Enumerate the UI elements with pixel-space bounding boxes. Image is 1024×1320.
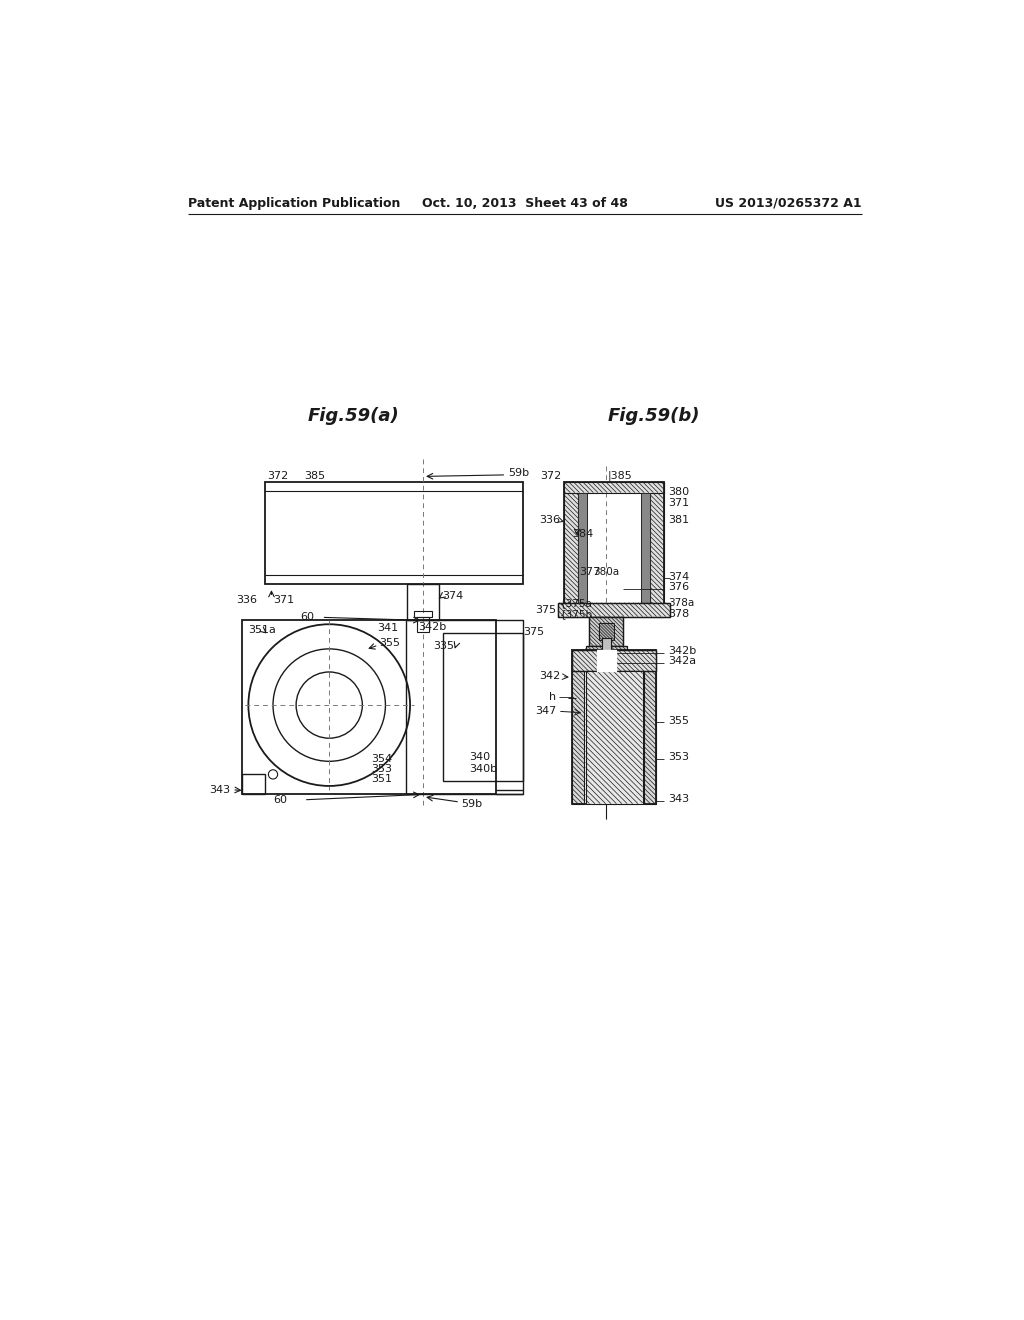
Bar: [586, 645, 628, 652]
Text: 354: 354: [371, 754, 392, 764]
Text: 335: 335: [433, 640, 454, 651]
Text: 378a: 378a: [668, 598, 694, 609]
Bar: [578, 492, 587, 603]
Text: 374: 374: [442, 591, 464, 601]
Text: 375: 375: [536, 605, 556, 615]
Text: 372: 372: [541, 471, 562, 482]
Text: 385: 385: [304, 471, 325, 482]
Bar: [599, 623, 614, 640]
Bar: [590, 616, 624, 645]
Bar: [571, 649, 584, 804]
Bar: [571, 649, 656, 804]
Text: 340b: 340b: [469, 764, 498, 774]
Text: 341: 341: [378, 623, 398, 634]
Bar: [564, 482, 665, 616]
Bar: [590, 616, 624, 645]
Text: 371: 371: [668, 498, 689, 508]
Bar: [407, 585, 439, 620]
Bar: [558, 603, 671, 616]
Text: 353: 353: [668, 752, 689, 763]
Text: 375: 375: [523, 627, 545, 638]
Text: {375b: {375b: [559, 610, 593, 619]
Bar: [571, 649, 656, 671]
Text: 343: 343: [668, 795, 689, 804]
Text: 336: 336: [237, 594, 258, 605]
Text: Oct. 10, 2013  Sheet 43 of 48: Oct. 10, 2013 Sheet 43 of 48: [422, 197, 628, 210]
Bar: [586, 671, 643, 804]
Bar: [586, 652, 628, 659]
Text: {375a: {375a: [559, 598, 592, 607]
Text: 59b: 59b: [508, 467, 529, 478]
Text: 342b: 342b: [668, 647, 696, 656]
Text: 60: 60: [273, 795, 288, 805]
Text: 336: 336: [540, 515, 560, 525]
Text: 384: 384: [572, 529, 594, 539]
Text: 374: 374: [668, 572, 689, 582]
Text: 376: 376: [668, 582, 689, 593]
Text: |385: |385: [608, 470, 633, 480]
Bar: [586, 671, 643, 804]
Text: 342: 342: [539, 671, 560, 681]
Text: 380a: 380a: [593, 566, 620, 577]
Text: 381: 381: [668, 515, 689, 525]
Bar: [597, 649, 615, 671]
Text: 377: 377: [579, 566, 600, 577]
Text: Fig.59(b): Fig.59(b): [608, 408, 700, 425]
Text: 342a: 342a: [668, 656, 696, 667]
Text: 378: 378: [668, 610, 689, 619]
Bar: [265, 482, 523, 585]
Text: h: h: [549, 693, 556, 702]
Bar: [644, 649, 656, 804]
Bar: [587, 492, 641, 603]
Text: 347: 347: [536, 706, 556, 717]
Bar: [602, 638, 611, 669]
Bar: [243, 620, 497, 793]
Bar: [586, 645, 628, 652]
Text: 353: 353: [371, 764, 392, 774]
Bar: [417, 616, 429, 632]
Text: 343: 343: [210, 785, 230, 795]
Bar: [564, 482, 578, 616]
Bar: [558, 603, 671, 616]
Bar: [564, 482, 665, 492]
Text: 380: 380: [668, 487, 689, 496]
Text: 59b: 59b: [462, 799, 482, 809]
Text: 355: 355: [668, 715, 689, 726]
Bar: [641, 492, 650, 603]
Bar: [407, 620, 523, 793]
Text: 60: 60: [300, 612, 314, 622]
Bar: [650, 482, 665, 616]
Bar: [602, 638, 611, 669]
Bar: [597, 649, 615, 671]
Bar: [443, 634, 523, 780]
Text: Patent Application Publication: Patent Application Publication: [188, 197, 400, 210]
Text: 372: 372: [267, 471, 289, 482]
Bar: [414, 611, 432, 616]
Text: 351a: 351a: [249, 626, 276, 635]
Text: US 2013/0265372 A1: US 2013/0265372 A1: [716, 197, 862, 210]
Text: 342b: 342b: [418, 622, 446, 632]
Bar: [571, 649, 656, 671]
Text: 340: 340: [469, 752, 490, 763]
Text: Fig.59(a): Fig.59(a): [308, 408, 399, 425]
Text: 371: 371: [273, 594, 294, 605]
Text: 351: 351: [371, 774, 392, 784]
Text: 355: 355: [379, 639, 400, 648]
Bar: [586, 652, 628, 659]
